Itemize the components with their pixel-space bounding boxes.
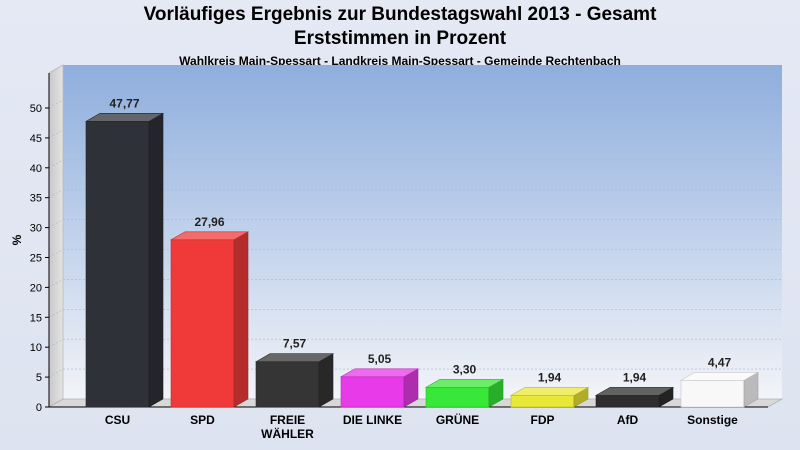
bar-front	[255, 361, 320, 408]
data-label: 27,96	[194, 215, 224, 229]
x-tick-label: CSU	[105, 413, 130, 427]
bar-top	[84, 113, 165, 122]
x-tick-label: SPD	[190, 413, 215, 427]
chart-title-line2: Erststimmen in Prozent	[293, 28, 507, 49]
gridline-side	[48, 159, 64, 169]
chart-subtitle: Wahlkreis Main-Spessart - Landkreis Main…	[179, 54, 621, 68]
x-tick-label: FDP	[531, 413, 555, 427]
bar	[594, 386, 675, 408]
x-tick-label: Sonstige	[687, 413, 738, 427]
x-tick-label: FREIE	[270, 413, 305, 427]
bars	[84, 112, 760, 408]
y-axis-label: %	[10, 234, 24, 245]
y-tick-label: 45	[30, 133, 42, 145]
bar-top	[594, 387, 675, 396]
gridline-side	[48, 368, 64, 378]
bar-top	[424, 378, 505, 388]
plot-side-wall	[48, 64, 64, 408]
bar	[169, 231, 250, 408]
bar-top	[679, 371, 760, 381]
x-tick-label: WÄHLER	[261, 426, 314, 441]
gridline-side	[48, 309, 64, 318]
data-label: 1,94	[538, 370, 562, 384]
bar-front	[510, 395, 575, 408]
gridline-side	[48, 338, 64, 348]
y-axis: 0 5 10 15 20 25 30 35 40 45 50%	[10, 73, 768, 414]
gridline-side	[48, 99, 64, 109]
bar-top	[509, 387, 590, 396]
bar-front	[595, 395, 660, 408]
bar-side	[318, 353, 334, 408]
data-label: 1,94	[623, 370, 647, 384]
y-tick-label: 20	[30, 282, 42, 294]
bar	[424, 378, 505, 408]
bar-side	[148, 112, 164, 408]
data-label: 7,57	[283, 337, 307, 351]
x-tick-label: GRÜNE	[436, 412, 479, 427]
bar	[679, 371, 760, 408]
y-tick-label: 50	[30, 103, 42, 115]
gridline-side	[48, 279, 64, 288]
bar-front	[85, 121, 150, 408]
gridline-side	[48, 219, 64, 228]
data-label: 5,05	[368, 352, 392, 366]
bar-top	[339, 368, 420, 378]
bar-front	[170, 239, 235, 408]
y-tick-label: 40	[30, 163, 42, 175]
data-label: 3,30	[453, 362, 477, 376]
bar-side	[233, 231, 249, 408]
bar-front	[680, 379, 745, 408]
gridline-side	[48, 249, 64, 258]
y-tick-label: 5	[36, 372, 42, 384]
gridline-side	[48, 189, 64, 198]
chart-title: Vorläufiges Ergebnis zur Bundestagswahl …	[143, 4, 657, 25]
y-tick-label: 30	[30, 223, 42, 235]
y-tick-label: 35	[30, 193, 42, 205]
bar-front	[340, 376, 405, 408]
x-tick-label: DIE LINKE	[343, 413, 402, 427]
y-tick-label: 0	[36, 402, 42, 414]
data-label: 4,47	[708, 355, 732, 369]
bar-top	[254, 353, 335, 363]
bar	[84, 112, 165, 408]
y-tick-label: 25	[30, 253, 42, 265]
gridline-side	[48, 129, 64, 139]
x-tick-label: AfD	[617, 413, 639, 427]
bar	[509, 386, 590, 408]
bar-top	[169, 231, 250, 241]
bar	[339, 368, 420, 408]
bar-front	[425, 386, 490, 408]
data-label: 47,77	[109, 96, 139, 110]
y-tick-label: 10	[30, 342, 42, 354]
bar	[254, 353, 335, 408]
y-tick-label: 15	[30, 312, 42, 324]
